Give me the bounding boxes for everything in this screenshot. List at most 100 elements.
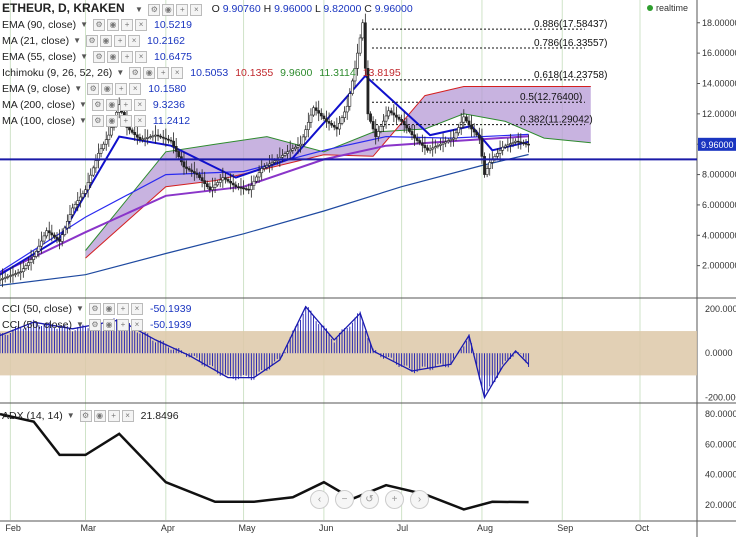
eye-icon[interactable]: ◉ [105, 115, 118, 127]
eye-icon[interactable]: ◉ [102, 319, 115, 331]
indicator-legend-row[interactable]: ADX (14, 14) ▼ ⚙ ◉ + × 21.8496 [2, 409, 179, 423]
plus-icon[interactable]: + [114, 35, 127, 47]
chevron-down-icon[interactable]: ▼ [80, 52, 89, 61]
indicator-name[interactable]: CCI (50, close) [2, 319, 73, 331]
indicator-name[interactable]: EMA (90, close) [2, 19, 77, 31]
candle-body [182, 161, 186, 168]
chevron-down-icon[interactable]: ▼ [76, 304, 84, 313]
close-icon[interactable]: × [130, 303, 143, 315]
indicator-name[interactable]: MA (21, close) [2, 35, 70, 47]
plus-icon[interactable]: + [107, 410, 120, 422]
plus-icon[interactable]: + [115, 83, 128, 95]
indicator-name[interactable]: Ichimoku (9, 26, 52, 26) [2, 67, 113, 79]
candle-body [485, 168, 489, 175]
eye-icon[interactable]: ◉ [100, 35, 113, 47]
candle-body [133, 132, 137, 136]
plus-icon[interactable]: + [119, 99, 132, 111]
eye-icon[interactable]: ◉ [102, 303, 115, 315]
chevron-down-icon[interactable]: ▼ [78, 100, 87, 109]
close-icon[interactable]: × [190, 4, 203, 16]
candle-body [154, 134, 157, 137]
scroll-right-icon[interactable]: › [410, 490, 429, 509]
eye-icon[interactable]: ◉ [107, 19, 120, 31]
settings-icon[interactable]: ⚙ [88, 303, 101, 315]
plus-icon[interactable]: + [121, 51, 134, 63]
settings-icon[interactable]: ⚙ [88, 319, 101, 331]
indicator-legend-row[interactable]: Ichimoku (9, 26, 52, 26) ▼ ⚙ ◉ + × 10.5053 10.1… [2, 66, 401, 80]
close-icon[interactable]: × [133, 115, 146, 127]
candle-body [200, 177, 204, 181]
reset-icon[interactable]: ↺ [360, 490, 379, 509]
plus-icon[interactable]: + [121, 19, 134, 31]
candle-body [78, 196, 82, 201]
indicator-name[interactable]: EMA (55, close) [2, 51, 77, 63]
settings-icon[interactable]: ⚙ [129, 67, 142, 79]
scroll-left-icon[interactable]: ‹ [310, 490, 329, 509]
chevron-down-icon[interactable]: ▼ [73, 36, 82, 45]
plus-icon[interactable]: + [116, 303, 129, 315]
chevron-down-icon[interactable]: ▼ [135, 5, 143, 14]
eye-icon[interactable]: ◉ [107, 51, 120, 63]
candle-body [524, 143, 528, 145]
close-icon[interactable]: × [129, 83, 142, 95]
symbol-label[interactable]: ETHEUR, D, KRAKEN [2, 1, 125, 15]
zoom-out-icon[interactable]: − [335, 490, 354, 509]
chevron-down-icon[interactable]: ▼ [78, 116, 87, 125]
indicator-legend-row[interactable]: MA (21, close) ▼ ⚙ ◉ + × 10.2162 [2, 34, 185, 48]
indicator-legend-row[interactable]: MA (200, close) ▼ ⚙ ◉ + × 9.3236 [2, 98, 185, 112]
candle-body [361, 22, 365, 39]
settings-icon[interactable]: ⚙ [148, 4, 161, 16]
settings-icon[interactable]: ⚙ [93, 19, 106, 31]
settings-icon[interactable]: ⚙ [91, 99, 104, 111]
eye-icon[interactable]: ◉ [93, 410, 106, 422]
indicator-legend-row[interactable]: EMA (9, close) ▼ ⚙ ◉ + × 10.1580 [2, 82, 186, 96]
zoom-in-icon[interactable]: + [385, 490, 404, 509]
plus-icon[interactable]: + [119, 115, 132, 127]
indicator-legend-row[interactable]: EMA (90, close) ▼ ⚙ ◉ + × 10.5219 [2, 18, 192, 32]
eye-icon[interactable]: ◉ [105, 99, 118, 111]
plus-icon[interactable]: + [157, 67, 170, 79]
indicator-buttons: ⚙ ◉ + × [88, 319, 143, 331]
candle-body [503, 145, 507, 148]
close-icon[interactable]: × [135, 51, 148, 63]
close-icon[interactable]: × [135, 19, 148, 31]
eye-icon[interactable]: ◉ [101, 83, 114, 95]
chevron-down-icon[interactable]: ▼ [66, 411, 75, 420]
ohlc-key: C [364, 3, 375, 15]
candle-body [187, 168, 191, 171]
indicator-name[interactable]: MA (200, close) [2, 99, 75, 111]
candle-body [514, 140, 518, 143]
settings-icon[interactable]: ⚙ [86, 35, 99, 47]
candle-body [32, 256, 36, 260]
indicator-name[interactable]: MA (100, close) [2, 115, 75, 127]
x-tick-label: May [239, 523, 257, 533]
indicator-value: 10.2162 [147, 35, 185, 47]
eye-icon[interactable]: ◉ [143, 67, 156, 79]
close-icon[interactable]: × [133, 99, 146, 111]
indicator-legend-row[interactable]: MA (100, close) ▼ ⚙ ◉ + × 11.2412 [2, 114, 190, 128]
candle-body [8, 275, 12, 277]
settings-icon[interactable]: ⚙ [87, 83, 100, 95]
chevron-down-icon[interactable]: ▼ [76, 320, 84, 329]
eye-icon[interactable]: ◉ [162, 4, 175, 16]
indicator-name[interactable]: ADX (14, 14) [2, 410, 63, 422]
plus-icon[interactable]: + [116, 319, 129, 331]
close-icon[interactable]: × [171, 67, 184, 79]
indicator-buttons: ⚙ ◉ + × [93, 19, 148, 31]
settings-icon[interactable]: ⚙ [79, 410, 92, 422]
chevron-down-icon[interactable]: ▼ [116, 68, 125, 77]
chevron-down-icon[interactable]: ▼ [80, 20, 89, 29]
close-icon[interactable]: × [128, 35, 141, 47]
close-icon[interactable]: × [121, 410, 134, 422]
settings-icon[interactable]: ⚙ [93, 51, 106, 63]
indicator-name[interactable]: CCI (50, close) [2, 303, 73, 315]
close-icon[interactable]: × [130, 319, 143, 331]
indicator-legend-row[interactable]: EMA (55, close) ▼ ⚙ ◉ + × 10.6475 [2, 50, 192, 64]
indicator-legend-row[interactable]: CCI (50, close) ▼ ⚙ ◉ + × -50.1939 [2, 302, 191, 316]
indicator-legend-row[interactable]: CCI (50, close) ▼ ⚙ ◉ + × -50.1939 [2, 318, 191, 332]
settings-icon[interactable]: ⚙ [91, 115, 104, 127]
indicator-name[interactable]: EMA (9, close) [2, 83, 71, 95]
plus-icon[interactable]: + [176, 4, 189, 16]
chevron-down-icon[interactable]: ▼ [74, 84, 83, 93]
